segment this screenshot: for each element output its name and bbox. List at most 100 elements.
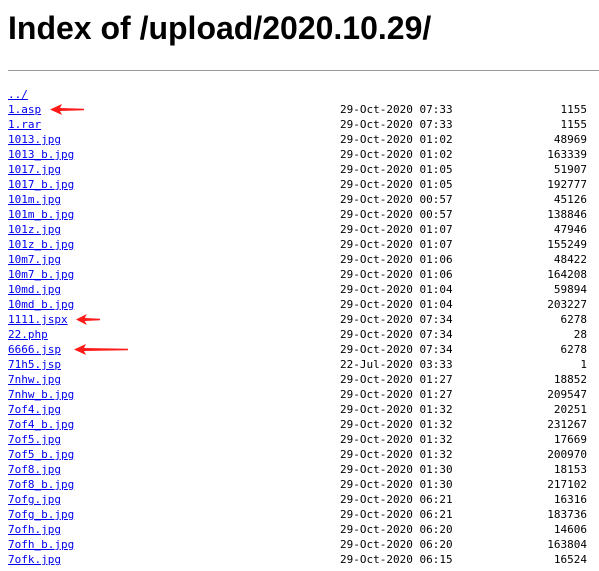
file-link[interactable]: 7of8.jpg <box>8 463 61 476</box>
file-date: 29-Oct-2020 01:02 <box>340 133 453 146</box>
file-link[interactable]: 1.asp <box>8 103 42 116</box>
file-row: 7nhw.jpg 29-Oct-2020 01:27 18852 <box>8 372 599 387</box>
file-size: 200970 <box>547 448 587 461</box>
file-link[interactable]: 22.php <box>8 328 48 341</box>
file-row: 1.asp 29-Oct-2020 07:33 1155 <box>8 102 599 117</box>
file-row: 7ofk.jpg 29-Oct-2020 06:15 16524 <box>8 552 599 567</box>
file-size: 1155 <box>560 103 588 116</box>
file-date: 29-Oct-2020 01:06 <box>340 268 453 281</box>
file-link[interactable]: 7of4_b.jpg <box>8 418 75 431</box>
file-date: 29-Oct-2020 01:30 <box>340 478 453 491</box>
file-row: 1017_b.jpg 29-Oct-2020 01:05 192777 <box>8 177 599 192</box>
file-date: 29-Oct-2020 01:32 <box>340 418 453 431</box>
file-rows: 1.asp 29-Oct-2020 07:33 1155 1.rar 29-Oct-20… <box>8 102 599 567</box>
file-link[interactable]: 7ofh_b.jpg <box>8 538 75 551</box>
file-size: 192777 <box>547 178 587 191</box>
file-link[interactable]: 7of8_b.jpg <box>8 478 75 491</box>
file-link[interactable]: 7of5.jpg <box>8 433 61 446</box>
file-size: 1155 <box>560 118 588 131</box>
file-size: 20251 <box>553 403 587 416</box>
file-link[interactable]: 101m.jpg <box>8 193 61 206</box>
file-date: 29-Oct-2020 01:30 <box>340 463 453 476</box>
file-link[interactable]: 1017.jpg <box>8 163 61 176</box>
file-row: 7ofg.jpg 29-Oct-2020 06:21 16316 <box>8 492 599 507</box>
file-row: 7ofh.jpg 29-Oct-2020 06:20 14606 <box>8 522 599 537</box>
file-link[interactable]: 7ofh.jpg <box>8 523 61 536</box>
file-size: 6278 <box>560 343 588 356</box>
file-link[interactable]: 7of5_b.jpg <box>8 448 75 461</box>
file-link[interactable]: 10md.jpg <box>8 283 61 296</box>
file-date: 29-Oct-2020 07:33 <box>340 103 453 116</box>
file-link[interactable]: 71h5.jsp <box>8 358 61 371</box>
red-arrow-icon <box>74 344 128 355</box>
file-link[interactable]: 1017_b.jpg <box>8 178 75 191</box>
file-link[interactable]: 1013.jpg <box>8 133 61 146</box>
parent-directory-row: ../ <box>8 87 599 102</box>
file-size: 183736 <box>547 508 587 521</box>
file-date: 29-Oct-2020 01:32 <box>340 433 453 446</box>
file-size: 47946 <box>553 223 587 236</box>
file-size: 209547 <box>547 388 587 401</box>
file-link[interactable]: 7of4.jpg <box>8 403 61 416</box>
file-link[interactable]: 10md_b.jpg <box>8 298 75 311</box>
file-size: 18852 <box>553 373 587 386</box>
file-row: 101z.jpg 29-Oct-2020 01:07 47946 <box>8 222 599 237</box>
file-size: 16524 <box>553 553 587 566</box>
file-size: 45126 <box>553 193 587 206</box>
file-size: 48969 <box>553 133 587 146</box>
file-link[interactable]: 7nhw.jpg <box>8 373 61 386</box>
file-date: 29-Oct-2020 01:02 <box>340 148 453 161</box>
file-date: 29-Oct-2020 01:05 <box>340 163 453 176</box>
file-date: 29-Oct-2020 01:27 <box>340 388 453 401</box>
file-row: 7ofg_b.jpg 29-Oct-2020 06:21 183736 <box>8 507 599 522</box>
page-title: Index of /upload/2020.10.29/ <box>8 10 432 46</box>
file-size: 163804 <box>547 538 587 551</box>
file-size: 51907 <box>553 163 587 176</box>
file-date: 29-Oct-2020 01:04 <box>340 283 453 296</box>
file-date: 29-Oct-2020 07:34 <box>340 313 453 326</box>
parent-directory-link[interactable]: ../ <box>8 88 28 101</box>
file-link[interactable]: 7ofk.jpg <box>8 553 61 566</box>
file-link[interactable]: 101z.jpg <box>8 223 61 236</box>
file-size: 217102 <box>547 478 587 491</box>
file-link[interactable]: 10m7_b.jpg <box>8 268 75 281</box>
file-date: 29-Oct-2020 01:32 <box>340 448 453 461</box>
file-date: 29-Oct-2020 07:33 <box>340 118 453 131</box>
file-row: 7of5_b.jpg 29-Oct-2020 01:32 200970 <box>8 447 599 462</box>
divider <box>8 70 599 71</box>
file-date: 29-Oct-2020 01:05 <box>340 178 453 191</box>
file-row: 10md.jpg 29-Oct-2020 01:04 59894 <box>8 282 599 297</box>
file-row: 6666.jsp 29-Oct-2020 07:34 6278 <box>8 342 599 357</box>
file-row: 101m_b.jpg 29-Oct-2020 00:57 138846 <box>8 207 599 222</box>
file-row: 10md_b.jpg 29-Oct-2020 01:04 203227 <box>8 297 599 312</box>
file-listing: ../ 1.asp 29-Oct-2020 07:33 1155 1.rar 29-Oc… <box>8 87 599 567</box>
file-link[interactable]: 101z_b.jpg <box>8 238 75 251</box>
file-size: 164208 <box>547 268 587 281</box>
file-link[interactable]: 1.rar <box>8 118 42 131</box>
file-size: 16316 <box>553 493 587 506</box>
file-link[interactable]: 1013_b.jpg <box>8 148 75 161</box>
file-link[interactable]: 10m7.jpg <box>8 253 61 266</box>
file-row: 71h5.jsp 22-Jul-2020 03:33 1 <box>8 357 599 372</box>
file-date: 29-Oct-2020 01:32 <box>340 403 453 416</box>
file-link[interactable]: 101m_b.jpg <box>8 208 75 221</box>
file-link[interactable]: 1111.jspx <box>8 313 68 326</box>
file-link[interactable]: 7ofg_b.jpg <box>8 508 75 521</box>
file-link[interactable]: 6666.jsp <box>8 343 61 356</box>
file-date: 22-Jul-2020 03:33 <box>340 358 453 371</box>
file-size: 231267 <box>547 418 587 431</box>
file-date: 29-Oct-2020 07:34 <box>340 328 453 341</box>
file-row: 7of5.jpg 29-Oct-2020 01:32 17669 <box>8 432 599 447</box>
file-size: 14606 <box>553 523 587 536</box>
file-date: 29-Oct-2020 06:15 <box>340 553 453 566</box>
file-size: 48422 <box>553 253 587 266</box>
file-link[interactable]: 7nhw_b.jpg <box>8 388 75 401</box>
file-date: 29-Oct-2020 00:57 <box>340 193 453 206</box>
file-row: 101z_b.jpg 29-Oct-2020 01:07 155249 <box>8 237 599 252</box>
file-row: 1017.jpg 29-Oct-2020 01:05 51907 <box>8 162 599 177</box>
file-size: 163339 <box>547 148 587 161</box>
red-arrow-icon <box>50 104 84 115</box>
file-date: 29-Oct-2020 06:21 <box>340 493 453 506</box>
file-link[interactable]: 7ofg.jpg <box>8 493 61 506</box>
